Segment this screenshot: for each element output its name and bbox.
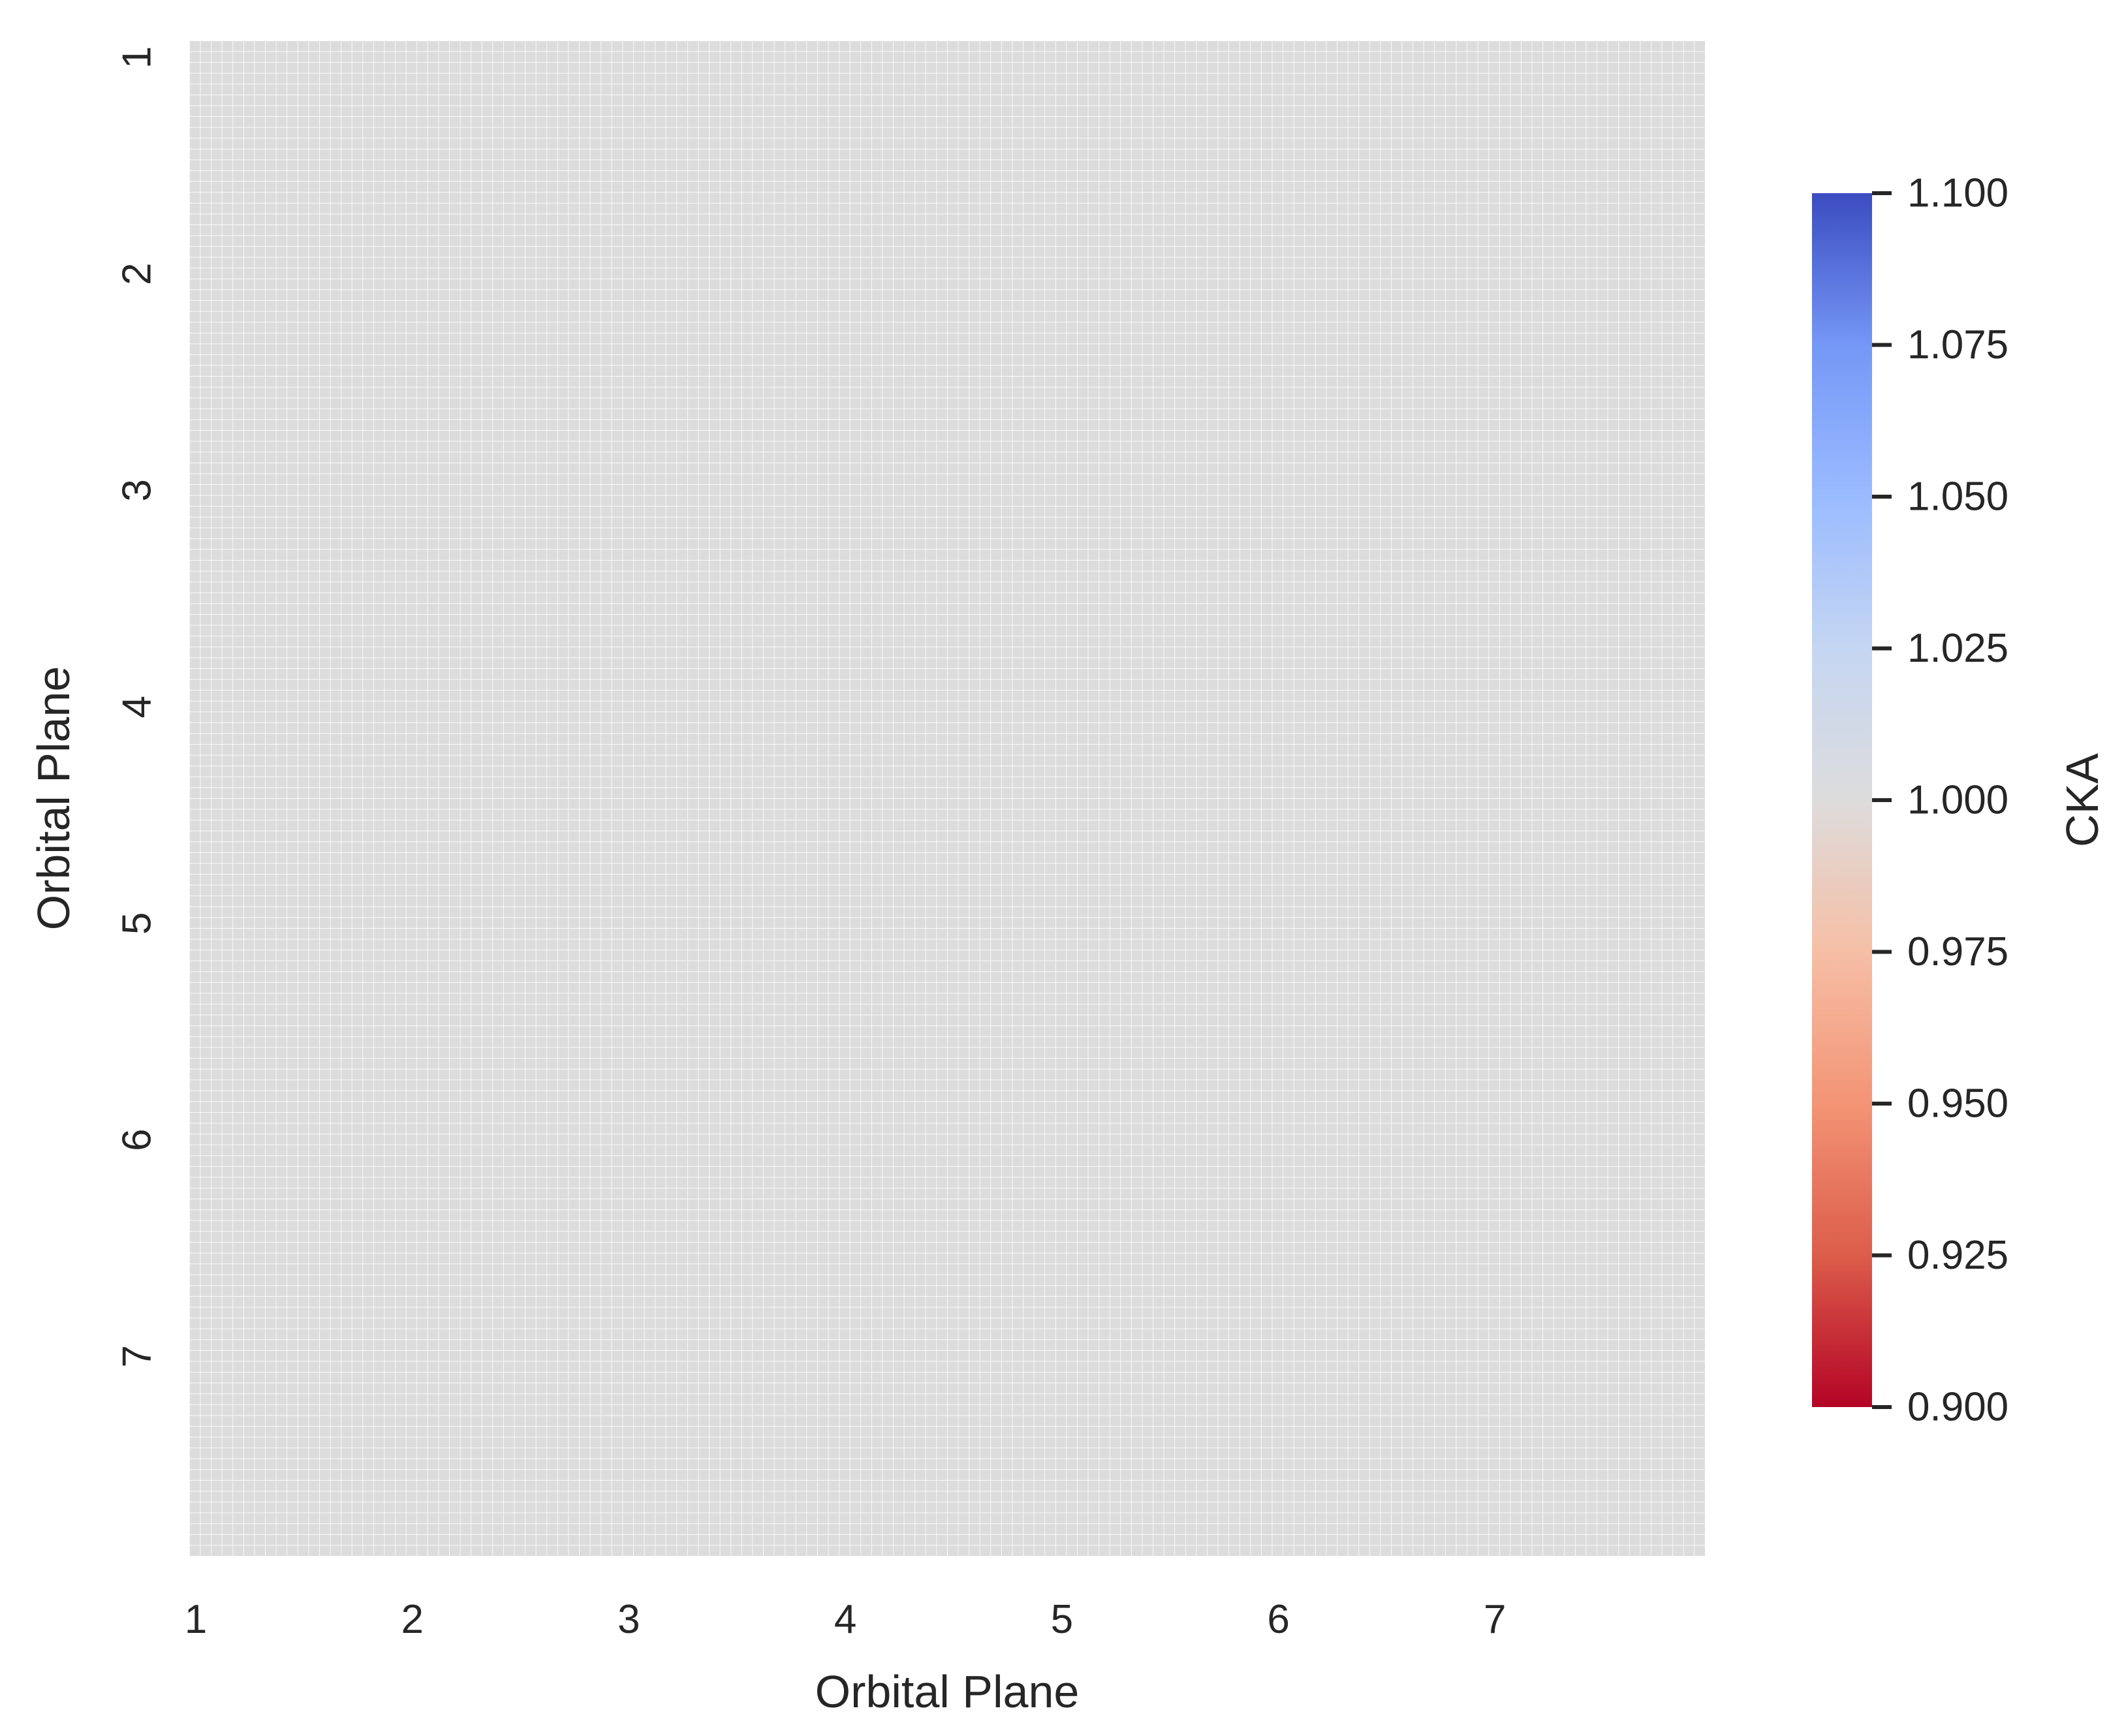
y-tick-label: 4 — [115, 696, 160, 718]
colorbar-tick-label: 1.000 — [1907, 778, 2008, 823]
colorbar-tick-label: 0.950 — [1907, 1081, 2008, 1126]
colorbar-tick-label: 1.025 — [1907, 626, 2008, 671]
colorbar-tick-label: 1.075 — [1907, 322, 2008, 367]
y-tick-label: 6 — [115, 1128, 160, 1151]
y-tick-label: 1 — [115, 46, 160, 69]
x-tick-label: 6 — [1267, 1597, 1289, 1642]
y-tick-label: 2 — [115, 262, 160, 285]
y-tick-label: 7 — [115, 1345, 160, 1367]
colorbar — [1812, 193, 1872, 1407]
heatmap-area — [189, 40, 1705, 1556]
colorbar-label: CKA — [2057, 753, 2108, 847]
y-tick-label: 5 — [115, 912, 160, 935]
colorbar-tick-label: 1.100 — [1907, 171, 2008, 216]
colorbar-tick-label: 0.975 — [1907, 929, 2008, 974]
colorbar-ticks: 0.900 0.925 0.950 0.975 1.000 1.025 1.050 1.075… — [1872, 171, 2008, 1430]
x-axis-label: Orbital Plane — [815, 1666, 1080, 1717]
x-tick-label: 5 — [1051, 1597, 1073, 1642]
x-tick-label: 2 — [401, 1597, 423, 1642]
x-tick-label: 4 — [834, 1597, 856, 1642]
x-axis-ticks: 1 2 3 4 5 6 7 — [185, 1597, 1507, 1642]
x-tick-label: 1 — [185, 1597, 207, 1642]
x-tick-label: 3 — [617, 1597, 640, 1642]
x-tick-label: 7 — [1484, 1597, 1506, 1642]
colorbar-tick-label: 0.925 — [1907, 1233, 2008, 1278]
colorbar-tick-label: 0.900 — [1907, 1385, 2008, 1430]
y-axis-ticks: 1 2 3 4 5 6 7 — [115, 46, 160, 1368]
y-tick-label: 3 — [115, 479, 160, 501]
colorbar-tick-label: 1.050 — [1907, 474, 2008, 519]
y-axis-label: Orbital Plane — [28, 666, 79, 931]
